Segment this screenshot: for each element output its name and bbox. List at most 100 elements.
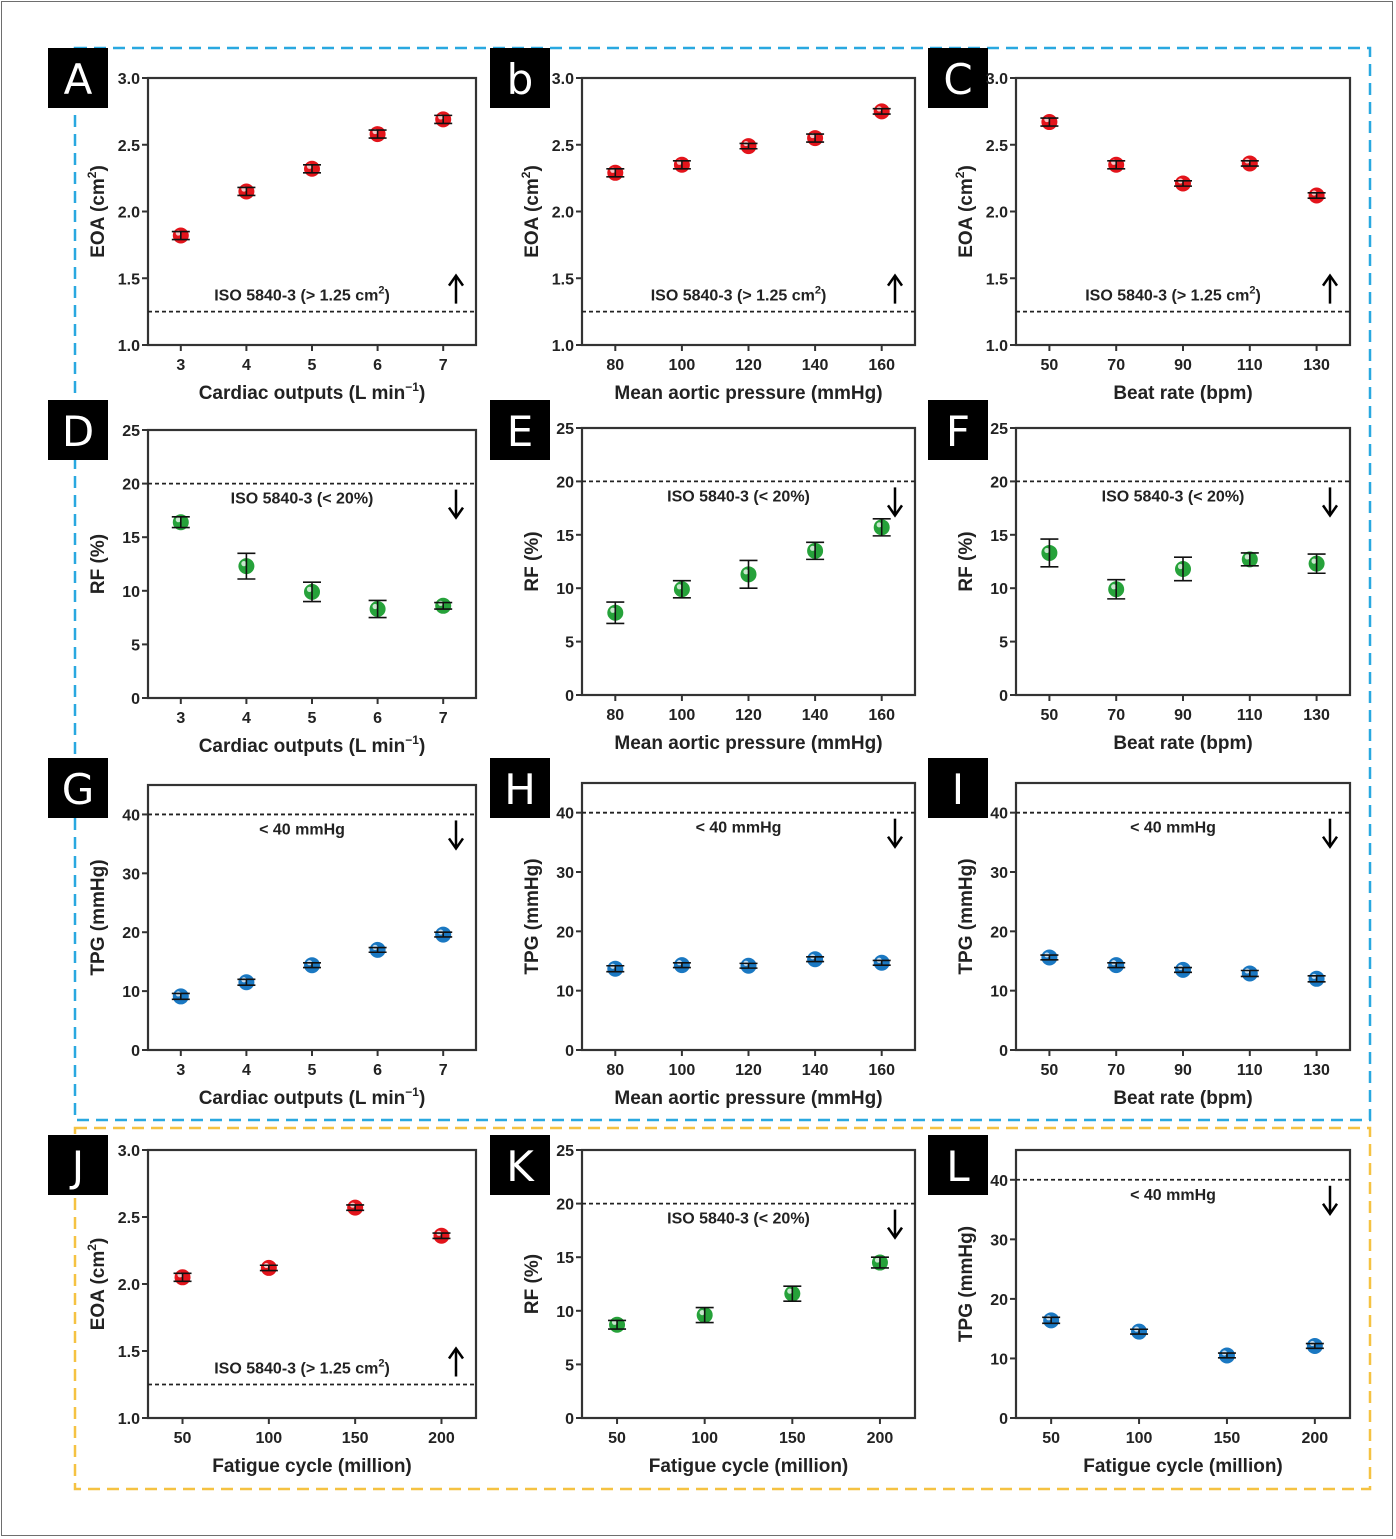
panel-letter: I bbox=[952, 765, 964, 814]
x-tick-label: 130 bbox=[1303, 1062, 1330, 1079]
data-point bbox=[608, 1316, 627, 1333]
x-tick-label: 6 bbox=[373, 1062, 382, 1079]
x-axis-label: Beat rate (bpm) bbox=[1113, 383, 1252, 404]
panel-letter-badge bbox=[490, 758, 550, 818]
arrow-down-icon bbox=[1321, 1185, 1339, 1216]
x-tick-label: 100 bbox=[669, 357, 696, 374]
y-tick-label: 0 bbox=[999, 1411, 1008, 1428]
panel-a: A 1.0 1.5 2.0 2.5 3.0 3 4 5 6 7 Cardiac outputs (L … bbox=[48, 48, 478, 404]
data-point bbox=[1217, 1347, 1236, 1364]
y-axis-label: RF (%) bbox=[956, 531, 977, 591]
x-tick-label: 70 bbox=[1107, 1062, 1125, 1079]
y-axis-label: RF (%) bbox=[522, 1254, 543, 1314]
data-point bbox=[434, 926, 453, 943]
data-point bbox=[259, 1259, 278, 1276]
x-tick-label: 80 bbox=[606, 1062, 624, 1079]
y-tick-label: 40 bbox=[990, 806, 1008, 823]
x-tick-label: 70 bbox=[1107, 357, 1125, 374]
y-axis-label: RF (%) bbox=[522, 531, 543, 591]
data-point bbox=[872, 103, 891, 120]
x-tick-label: 160 bbox=[868, 357, 895, 374]
x-tick-label: 90 bbox=[1174, 357, 1192, 374]
y-tick-label: 1.5 bbox=[118, 1344, 140, 1361]
iso-threshold-label: < 40 mmHg bbox=[1130, 820, 1216, 837]
data-point bbox=[1107, 578, 1126, 600]
y-tick-label: 5 bbox=[999, 635, 1008, 652]
y-tick-label: 20 bbox=[990, 924, 1008, 941]
x-tick-label: 200 bbox=[428, 1430, 455, 1447]
data-point bbox=[432, 1227, 451, 1244]
x-tick-label: 7 bbox=[439, 710, 448, 727]
y-tick-label: 20 bbox=[122, 477, 140, 494]
x-axis-label: Beat rate (bpm) bbox=[1113, 1088, 1252, 1109]
data-point bbox=[1130, 1323, 1149, 1340]
plot-frame bbox=[146, 76, 478, 347]
data-point bbox=[606, 960, 625, 977]
panel-letter: A bbox=[64, 55, 93, 104]
x-tick-label: 160 bbox=[868, 1062, 895, 1079]
x-tick-label: 70 bbox=[1107, 707, 1125, 724]
arrow-down-icon bbox=[1321, 818, 1339, 849]
x-tick-label: 140 bbox=[802, 357, 829, 374]
data-point bbox=[1174, 175, 1192, 192]
x-tick-label: 5 bbox=[308, 357, 317, 374]
panel-letter: L bbox=[946, 1142, 970, 1191]
y-axis-label: TPG (mmHg) bbox=[522, 858, 543, 974]
x-tick-label: 4 bbox=[242, 357, 251, 374]
data-point bbox=[1107, 156, 1126, 173]
y-tick-label: 15 bbox=[556, 528, 574, 545]
panel-letter-badge bbox=[48, 400, 108, 460]
x-tick-label: 120 bbox=[735, 707, 762, 724]
y-tick-label: 40 bbox=[556, 806, 574, 823]
arrow-down-icon bbox=[447, 820, 465, 851]
y-tick-label: 5 bbox=[565, 635, 574, 652]
arrow-down-icon bbox=[447, 489, 465, 520]
data-point bbox=[237, 974, 256, 991]
y-tick-label: 0 bbox=[999, 1043, 1008, 1060]
iso-threshold-label: ISO 5840-3 (> 1.25 cm2) bbox=[651, 285, 827, 305]
y-tick-label: 0 bbox=[131, 691, 140, 708]
data-point bbox=[368, 126, 387, 143]
x-tick-label: 100 bbox=[255, 1430, 282, 1447]
panel-letter: H bbox=[504, 765, 536, 814]
plot-frame bbox=[580, 76, 917, 347]
data-point bbox=[672, 156, 691, 173]
data-point bbox=[1107, 957, 1126, 974]
data-point bbox=[872, 517, 891, 537]
x-axis-label: Cardiac outputs (L min−1) bbox=[199, 380, 426, 404]
panel-letter: D bbox=[62, 407, 94, 456]
y-tick-label: 2.5 bbox=[552, 138, 574, 155]
y-axis-label: EOA (cm2) bbox=[85, 1238, 109, 1331]
iso-threshold-label: ISO 5840-3 (< 20%) bbox=[667, 1211, 810, 1228]
data-point bbox=[1307, 187, 1326, 204]
data-point bbox=[695, 1306, 714, 1324]
y-tick-label: 2.0 bbox=[118, 1277, 140, 1294]
y-tick-label: 30 bbox=[990, 1232, 1008, 1249]
x-tick-label: 3 bbox=[176, 1062, 185, 1079]
data-point bbox=[434, 111, 453, 128]
iso-threshold-label: < 40 mmHg bbox=[259, 821, 345, 838]
x-tick-label: 50 bbox=[608, 1430, 626, 1447]
data-point bbox=[806, 130, 825, 147]
panel-letter-badge bbox=[48, 1135, 108, 1195]
x-tick-label: 110 bbox=[1237, 707, 1263, 724]
y-tick-label: 25 bbox=[122, 423, 140, 440]
x-tick-label: 150 bbox=[342, 1430, 369, 1447]
iso-threshold-label: < 40 mmHg bbox=[696, 820, 782, 837]
y-tick-label: 3.0 bbox=[986, 71, 1008, 88]
x-axis-label: Beat rate (bpm) bbox=[1113, 733, 1252, 754]
data-point bbox=[806, 951, 825, 968]
x-tick-label: 150 bbox=[779, 1430, 806, 1447]
panel-e: E 0 5 10 15 20 25 80 100 120 140 160 Mean aortic pre… bbox=[490, 400, 917, 754]
x-tick-label: 80 bbox=[606, 357, 624, 374]
panel-j: J 1.0 1.5 2.0 2.5 3.0 50 100 150 200 Fatigue cycle… bbox=[48, 1135, 478, 1477]
panel-l: L 0 10 20 30 40 50 100 150 200 Fatigue cycle (mill… bbox=[928, 1135, 1352, 1477]
y-tick-label: 15 bbox=[556, 1250, 574, 1267]
iso-threshold-label: < 40 mmHg bbox=[1130, 1187, 1216, 1204]
y-tick-label: 5 bbox=[565, 1357, 574, 1374]
x-tick-label: 5 bbox=[308, 1062, 317, 1079]
y-tick-label: 10 bbox=[990, 581, 1008, 598]
arrow-down-icon bbox=[886, 818, 904, 849]
x-tick-label: 90 bbox=[1174, 1062, 1192, 1079]
